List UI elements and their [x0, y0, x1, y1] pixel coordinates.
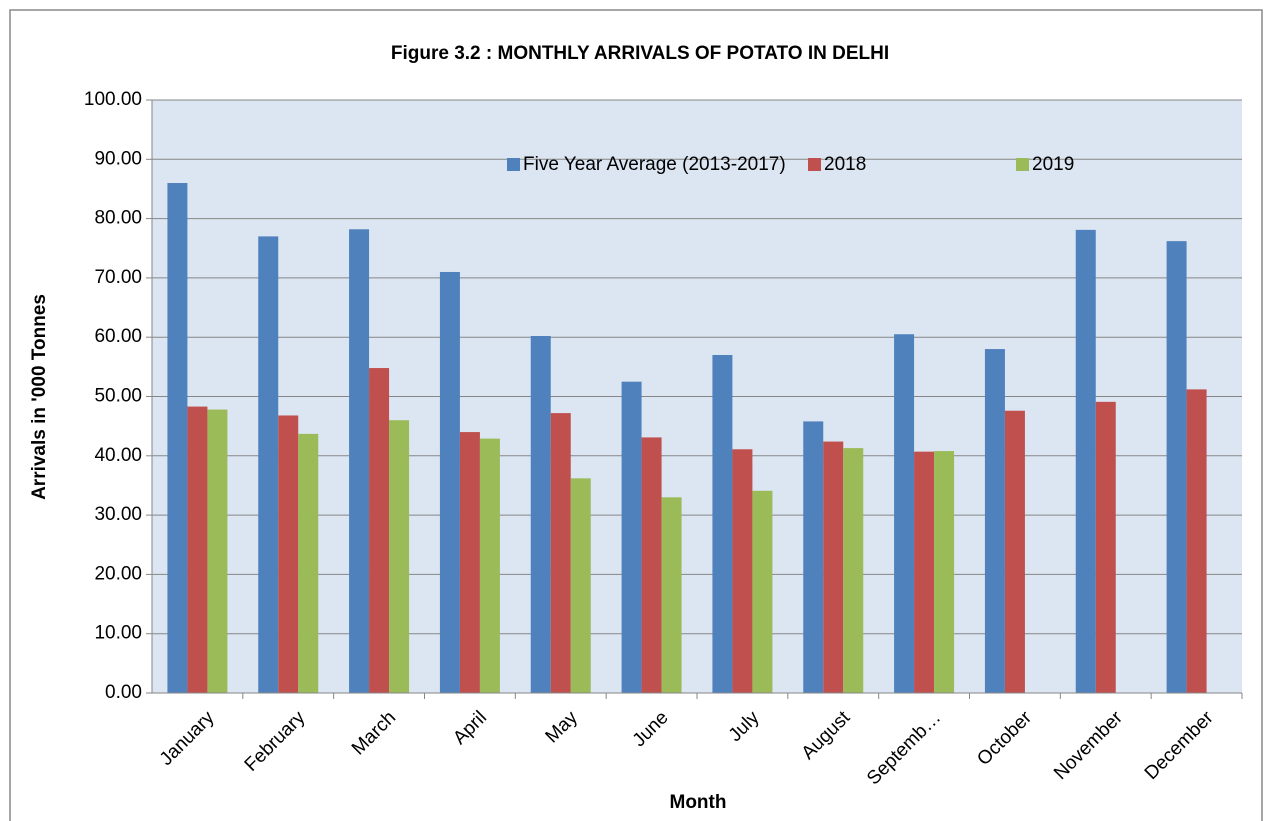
y-tick-label: 0.00 [105, 682, 142, 703]
bar [530, 336, 551, 693]
y-tick-label: 60.00 [94, 326, 142, 347]
bar [439, 271, 460, 693]
bar [984, 349, 1005, 693]
bar [803, 421, 824, 693]
x-tick-label: July [725, 707, 764, 746]
bar [298, 433, 319, 693]
y-axis-title: Arrivals in '000 Tonnes [29, 294, 50, 500]
bar [1095, 401, 1116, 693]
bar [914, 451, 935, 693]
y-tick-label: 80.00 [94, 208, 142, 229]
bar [752, 490, 773, 693]
bar [570, 478, 591, 693]
x-tick-label: April [449, 707, 491, 749]
x-tick-label: June [629, 707, 673, 751]
bar [641, 437, 662, 693]
bar [1075, 229, 1096, 693]
bar [349, 229, 370, 694]
y-tick-label: 10.00 [94, 623, 142, 644]
bar [459, 432, 480, 693]
x-tick-label: October [973, 707, 1036, 770]
y-tick-label: 70.00 [94, 267, 142, 288]
bar [550, 413, 571, 693]
legend-swatch [507, 158, 520, 171]
bar [1166, 241, 1187, 693]
y-tick-label: 100.00 [84, 89, 142, 110]
y-tick-label: 50.00 [94, 386, 142, 407]
chart-frame [9, 9, 1263, 821]
y-tick-label: 40.00 [94, 445, 142, 466]
bar [621, 381, 642, 693]
x-tick-label: August [798, 707, 855, 764]
y-tick-label: 30.00 [94, 504, 142, 525]
y-tick-label: 20.00 [94, 563, 142, 584]
bar [894, 334, 915, 693]
bar [207, 409, 228, 693]
bar [661, 497, 682, 693]
x-axis-title: Month [670, 792, 727, 813]
bar [167, 183, 188, 693]
legend-label: 2018 [824, 154, 866, 175]
x-tick-label: May [542, 707, 583, 748]
bar [278, 415, 299, 693]
legend-label: Five Year Average (2013-2017) [523, 154, 786, 175]
bar [389, 420, 410, 693]
legend-swatch [808, 158, 821, 171]
x-tick-label: November [1050, 707, 1127, 784]
bar [369, 368, 390, 693]
x-tick-label: March [348, 707, 400, 759]
bar [843, 448, 864, 693]
x-tick-label: December [1141, 707, 1218, 784]
x-tick-label: February [241, 707, 310, 776]
legend-label: 2019 [1032, 154, 1074, 175]
bar [258, 236, 279, 693]
chart-title: Figure 3.2 : MONTHLY ARRIVALS OF POTATO … [391, 43, 889, 64]
bar [712, 354, 733, 693]
bar [479, 438, 500, 693]
bar [934, 451, 955, 693]
bar [1186, 389, 1207, 693]
y-tick-label: 90.00 [94, 148, 142, 169]
x-tick-label: January [156, 707, 219, 770]
bar [187, 406, 208, 693]
bar [1004, 410, 1025, 693]
bar [823, 441, 844, 693]
legend-swatch [1016, 158, 1029, 171]
bar [732, 449, 753, 693]
x-tick-label: Septemb… [863, 707, 945, 789]
